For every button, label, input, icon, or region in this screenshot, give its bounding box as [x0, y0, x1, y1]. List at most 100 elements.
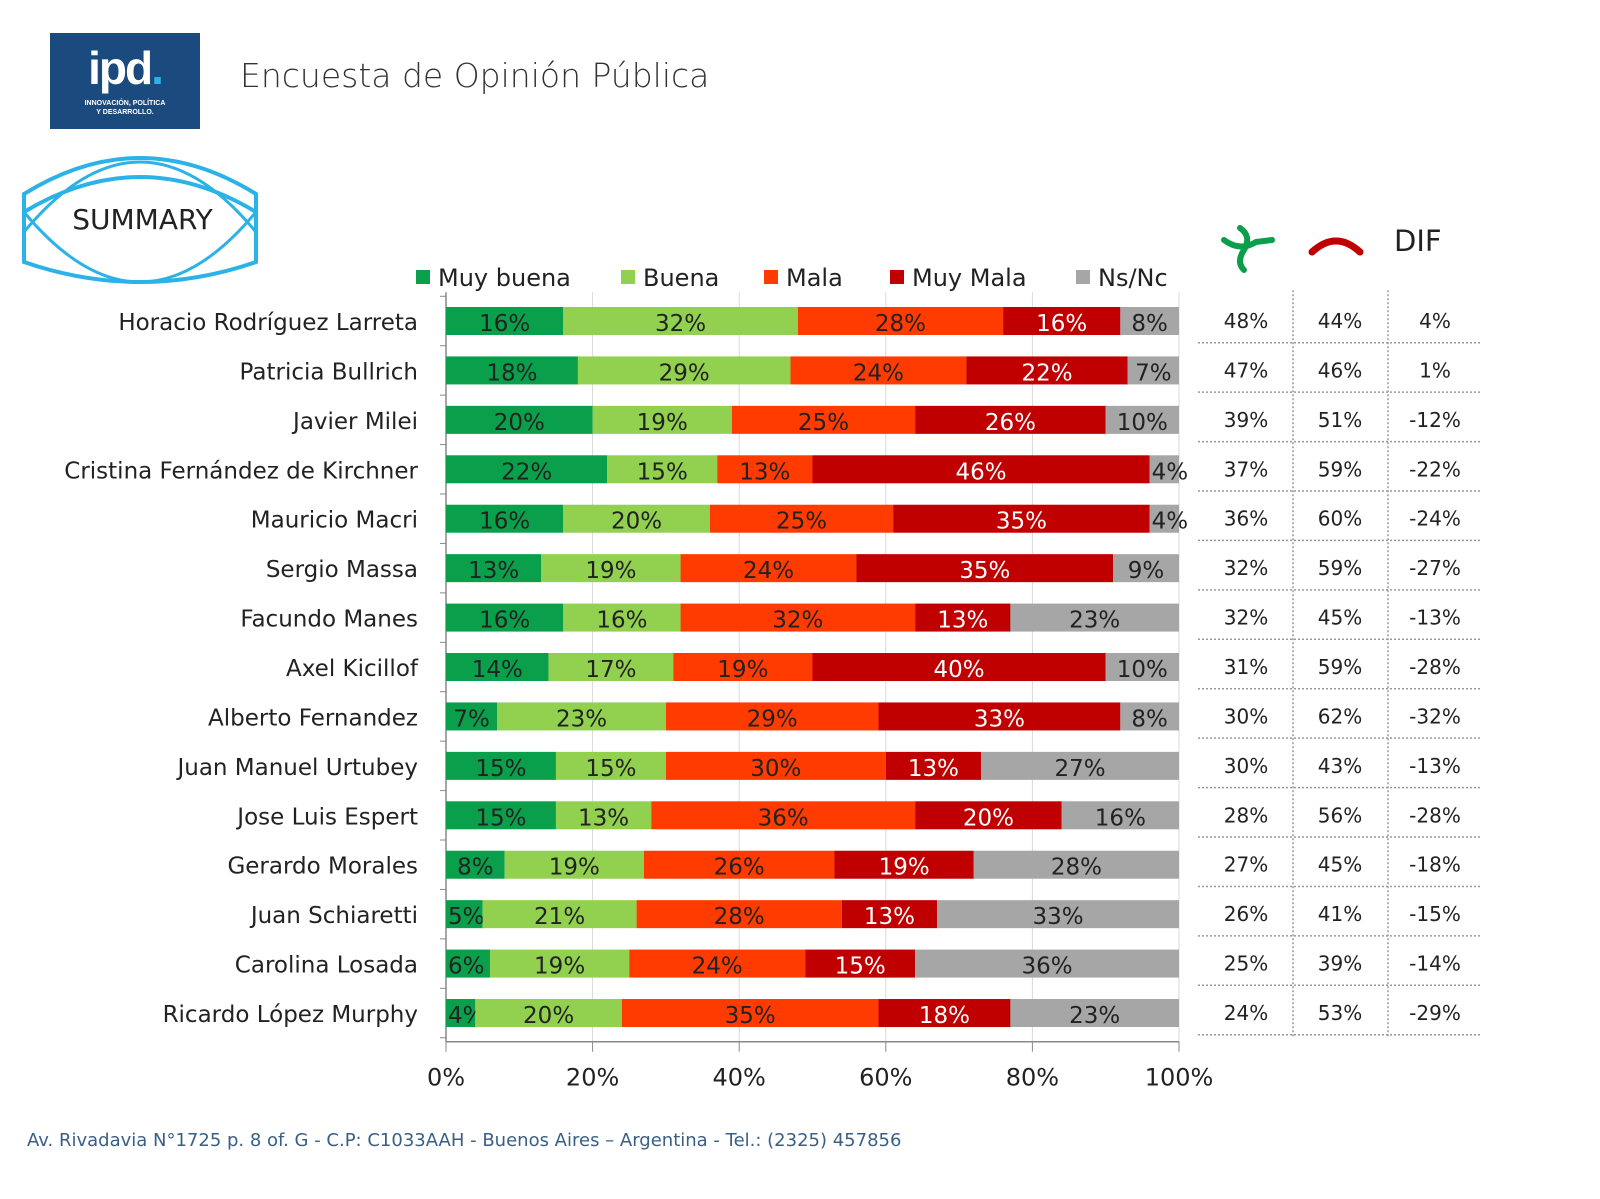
data-label: 9%: [1128, 558, 1165, 584]
difference-value: 1%: [1419, 358, 1451, 382]
bar-segment-ns-nc: [1120, 307, 1179, 335]
data-label: 19%: [717, 657, 768, 683]
bar-segment-mala: [709, 504, 894, 533]
data-label: 19%: [549, 855, 600, 881]
category-label: Juan Manuel Urtubey: [175, 755, 418, 781]
difference-value: -12%: [1409, 408, 1461, 432]
data-label: 5%: [448, 904, 485, 930]
data-label: 33%: [974, 706, 1025, 732]
bar-segment-muy-mala: [1003, 307, 1121, 335]
data-label: 28%: [875, 311, 926, 337]
bar-segment-buena: [555, 751, 666, 780]
negative-image-value: 51%: [1318, 408, 1362, 432]
bar-segment-ns-nc: [1149, 504, 1179, 533]
data-label: 15%: [585, 756, 636, 782]
data-label: 17%: [585, 657, 636, 683]
bar-segment-ns-nc: [1010, 603, 1179, 632]
data-label: 10%: [1117, 410, 1168, 436]
data-label: 16%: [596, 608, 647, 634]
x-tick-label: 100%: [1145, 1064, 1214, 1092]
bar-segment-mala: [797, 307, 1004, 335]
negative-image-icon: [1308, 237, 1364, 256]
positive-image-icon: [1221, 225, 1275, 273]
data-label: 14%: [472, 657, 523, 683]
difference-value: -14%: [1409, 952, 1461, 976]
data-label: 26%: [714, 855, 765, 881]
bar-segment-ns-nc: [1149, 455, 1179, 484]
positive-image-value: 26%: [1224, 902, 1268, 926]
bar-segment-buena: [489, 949, 630, 978]
data-label: 7%: [1135, 360, 1172, 386]
category-label: Carolina Losada: [235, 953, 418, 979]
bar-segment-mala: [717, 455, 813, 484]
difference-value: -28%: [1409, 803, 1461, 827]
bar-segment-mala: [665, 751, 886, 780]
data-label: 32%: [772, 608, 823, 634]
bar-segment-buena: [555, 801, 652, 830]
bar-segment-buena: [577, 356, 791, 385]
difference-value: 4%: [1419, 309, 1451, 333]
bar-segment-muy-buena: [446, 504, 564, 533]
data-label: 13%: [468, 558, 519, 584]
data-label: 8%: [1131, 311, 1168, 337]
data-label: 20%: [494, 410, 545, 436]
bar-segment-muy-buena: [446, 455, 608, 484]
x-tick-label: 40%: [713, 1064, 766, 1092]
bar-segment-muy-mala: [878, 999, 1011, 1028]
category-label: Juan Schiaretti: [249, 903, 418, 929]
data-label: 28%: [714, 904, 765, 930]
positive-image-value: 28%: [1224, 803, 1268, 827]
positive-image-value: 47%: [1224, 358, 1268, 382]
bar-segment-mala: [790, 356, 967, 385]
negative-image-value: 56%: [1318, 803, 1362, 827]
data-label: 20%: [523, 1003, 574, 1029]
x-tick-label: 80%: [1006, 1064, 1059, 1092]
legend-label-ns-nc: Ns/Nc: [1098, 264, 1168, 292]
negative-image-value: 45%: [1318, 853, 1362, 877]
ipd-logo: ipd. INNOVACIÓN, POLÍTICA Y DESARROLLO.: [50, 33, 200, 129]
data-label: 23%: [556, 706, 607, 732]
category-label: Javier Milei: [291, 409, 418, 435]
bar-segment-muy-buena: [446, 603, 564, 632]
difference-value: -15%: [1409, 902, 1461, 926]
bar-segment-mala: [680, 603, 916, 632]
difference-value: -29%: [1409, 1001, 1461, 1025]
bar-segment-ns-nc: [915, 949, 1179, 978]
data-label: 7%: [453, 706, 490, 732]
legend-swatch-buena: [621, 270, 635, 284]
data-label: 8%: [1131, 706, 1168, 732]
data-label: 16%: [1036, 311, 1087, 337]
negative-image-value: 41%: [1318, 902, 1362, 926]
bar-segment-muy-mala: [915, 405, 1106, 434]
bar-segment-muy-mala: [915, 801, 1062, 830]
bar-segment-muy-mala: [966, 356, 1128, 385]
bar-segment-buena: [548, 653, 674, 682]
bar-segment-mala: [651, 801, 916, 830]
data-label: 28%: [1051, 855, 1102, 881]
negative-image-value: 59%: [1318, 655, 1362, 679]
data-label: 18%: [919, 1003, 970, 1029]
positive-image-value: 27%: [1224, 853, 1268, 877]
bar-segment-muy-mala: [812, 653, 1106, 682]
positive-image-value: 25%: [1224, 952, 1268, 976]
logo-wordmark: ipd.: [88, 42, 164, 94]
bar-segment-muy-mala: [878, 702, 1121, 731]
bar-segment-ns-nc: [937, 900, 1179, 929]
data-label: 13%: [864, 904, 915, 930]
bar-segment-buena: [497, 702, 666, 731]
positive-image-value: 24%: [1224, 1001, 1268, 1025]
positive-image-value: 30%: [1224, 704, 1268, 728]
bar-segment-mala: [731, 405, 916, 434]
data-label: 6%: [448, 954, 485, 980]
data-label: 15%: [475, 756, 526, 782]
data-label: 16%: [1095, 805, 1146, 831]
difference-value: -32%: [1409, 704, 1461, 728]
category-label: Alberto Fernandez: [208, 705, 418, 731]
bar-segment-buena: [475, 999, 622, 1028]
category-label: Gerardo Morales: [227, 854, 418, 880]
category-label: Mauricio Macri: [251, 508, 418, 534]
negative-image-value: 62%: [1318, 704, 1362, 728]
category-label: Patricia Bullrich: [240, 359, 418, 385]
bar-segment-buena: [482, 900, 637, 929]
data-label: 19%: [637, 410, 688, 436]
